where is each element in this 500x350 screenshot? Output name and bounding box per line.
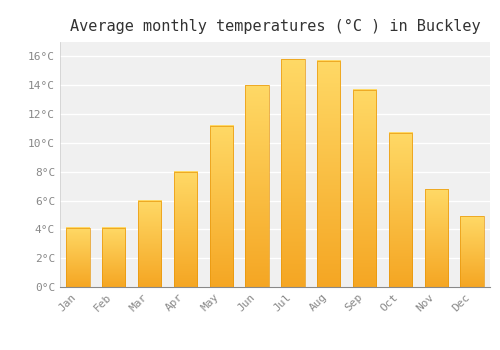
- Bar: [460, 216, 483, 287]
- Bar: [66, 228, 90, 287]
- Bar: [174, 172, 197, 287]
- Bar: [102, 228, 126, 287]
- Title: Average monthly temperatures (°C ) in Buckley: Average monthly temperatures (°C ) in Bu…: [70, 19, 480, 34]
- Bar: [138, 201, 161, 287]
- Bar: [353, 90, 376, 287]
- Bar: [424, 189, 448, 287]
- Bar: [210, 126, 233, 287]
- Bar: [246, 85, 268, 287]
- Bar: [389, 133, 412, 287]
- Bar: [282, 59, 304, 287]
- Bar: [317, 61, 340, 287]
